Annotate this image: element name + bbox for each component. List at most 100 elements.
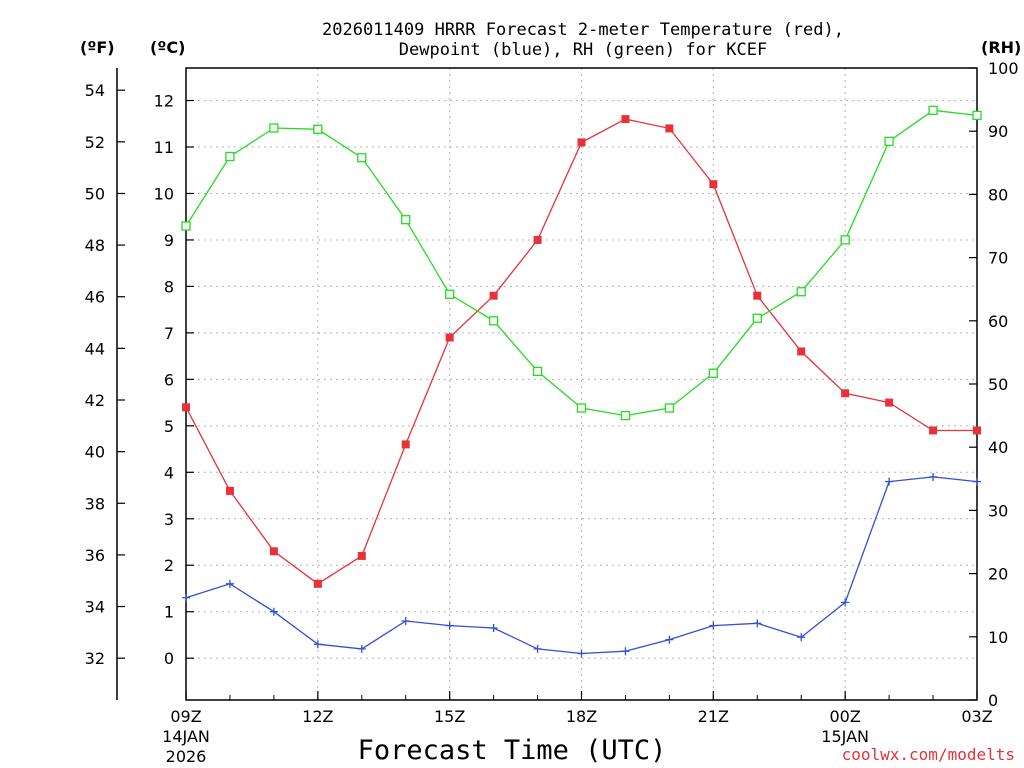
rh-tick-label: 50 (988, 375, 1008, 394)
temperature-point (445, 333, 454, 342)
celsius-tick-label: 8 (164, 277, 174, 296)
rh-tick-label: 70 (988, 249, 1008, 268)
temperature-point (753, 291, 762, 300)
celsius-tick-label: 10 (154, 184, 174, 203)
rh-point (532, 366, 543, 377)
rh-point (269, 123, 279, 133)
celsius-tick-label: 5 (164, 417, 174, 436)
axes (116, 67, 978, 701)
fahrenheit-tick-label: 50 (85, 184, 105, 203)
temperature-point (973, 426, 981, 435)
x-tick-label: 21Z (698, 707, 729, 726)
rh-point (928, 105, 938, 115)
temperature-point (577, 138, 586, 147)
x-tick-year-label: 2026 (166, 747, 207, 766)
temperature-point (709, 180, 718, 189)
x-tick-label: 15Z (434, 707, 465, 726)
rh-point (225, 151, 235, 162)
rh-tick-label: 0 (988, 691, 998, 710)
dewpoint-point (445, 621, 454, 630)
tick-labels: 0123456789101112323436384042444648505254… (85, 59, 1019, 766)
chart-title-line2: Dewpoint (blue), RH (green) for KCEF (399, 40, 767, 60)
series-group (181, 105, 982, 658)
rh-point (445, 289, 455, 299)
chart-title-line1: 2026011409 HRRR Forecast 2-meter Tempera… (322, 20, 844, 40)
rh-tick-label: 80 (988, 185, 1008, 204)
x-tick-label: 12Z (302, 707, 333, 726)
fahrenheit-tick-label: 46 (85, 288, 105, 307)
temperature-point (401, 440, 410, 449)
dewpoint-point (577, 649, 586, 658)
temperature-point (797, 347, 806, 356)
fahrenheit-tick-label: 52 (85, 133, 105, 152)
temperature-point (489, 291, 498, 300)
temperature-point (357, 551, 366, 560)
temperature-point (182, 403, 190, 412)
dewpoint-point (401, 617, 410, 625)
temperature-point (313, 579, 322, 588)
fahrenheit-tick-label: 42 (85, 391, 105, 410)
rh-point (488, 316, 499, 326)
rh-point (313, 124, 323, 134)
dewpoint-point (973, 477, 981, 486)
temperature-point (533, 235, 542, 244)
dewpoint-point (313, 640, 322, 649)
dewpoint-point (357, 644, 366, 653)
rh-point (752, 313, 762, 323)
rh-point (708, 368, 718, 378)
temperature-point (885, 398, 894, 407)
credit-text: coolwx.com/modelts (842, 745, 1015, 764)
rh-point (620, 410, 631, 421)
rh-point (972, 110, 982, 121)
x-tick-label: 18Z (566, 707, 597, 726)
dewpoint-point (797, 633, 806, 642)
celsius-tick-label: 12 (154, 92, 174, 111)
rh-tick-label: 10 (988, 628, 1008, 647)
celsius-tick-label: 6 (164, 370, 174, 389)
dewpoint-point (621, 647, 630, 656)
temperature-point (929, 426, 938, 435)
dewpoint-point (929, 472, 938, 481)
fahrenheit-tick-label: 44 (85, 339, 105, 358)
rh-point (357, 153, 367, 163)
rh-tick-label: 100 (988, 59, 1019, 78)
rh-point (796, 287, 806, 297)
temperature-point (841, 389, 850, 398)
rh-point (181, 221, 191, 231)
celsius-unit-label: (ºC) (150, 38, 185, 57)
dewpoint-point (885, 477, 894, 486)
dewpoint-point (533, 644, 542, 653)
rh-tick-label: 90 (988, 122, 1008, 141)
fahrenheit-tick-label: 34 (85, 598, 105, 617)
fahrenheit-tick-label: 32 (85, 649, 105, 668)
celsius-tick-label: 11 (154, 138, 174, 157)
temperature-point (621, 115, 630, 124)
dewpoint-point (709, 621, 718, 630)
rh-tick-label: 30 (988, 501, 1008, 520)
fahrenheit-tick-label: 40 (85, 443, 105, 462)
rh-point (884, 136, 894, 146)
x-tick-label: 00Z (830, 707, 861, 726)
dewpoint-point (182, 593, 190, 602)
fahrenheit-tick-label: 38 (85, 494, 105, 513)
celsius-tick-label: 0 (164, 649, 174, 668)
rh-tick-label: 40 (988, 438, 1008, 457)
rh-point (401, 215, 411, 225)
celsius-tick-label: 9 (164, 231, 174, 250)
x-tick-date-label: 15JAN (821, 727, 869, 746)
fahrenheit-tick-label: 54 (85, 81, 105, 100)
temperature-point (225, 486, 234, 495)
dewpoint-point (665, 635, 674, 644)
dewpoint-point (269, 607, 278, 616)
fahrenheit-tick-label: 48 (85, 236, 105, 255)
plot-frame (185, 67, 978, 701)
temperature-point (665, 124, 674, 133)
fahrenheit-unit-label: (ºF) (80, 38, 115, 57)
celsius-tick-label: 2 (164, 556, 174, 575)
dewpoint-point (753, 619, 762, 628)
rh-point (664, 403, 675, 413)
rh-unit-label: (RH) (981, 38, 1021, 57)
dewpoint-point (489, 623, 498, 632)
x-axis-label: Forecast Time (UTC) (358, 735, 667, 766)
